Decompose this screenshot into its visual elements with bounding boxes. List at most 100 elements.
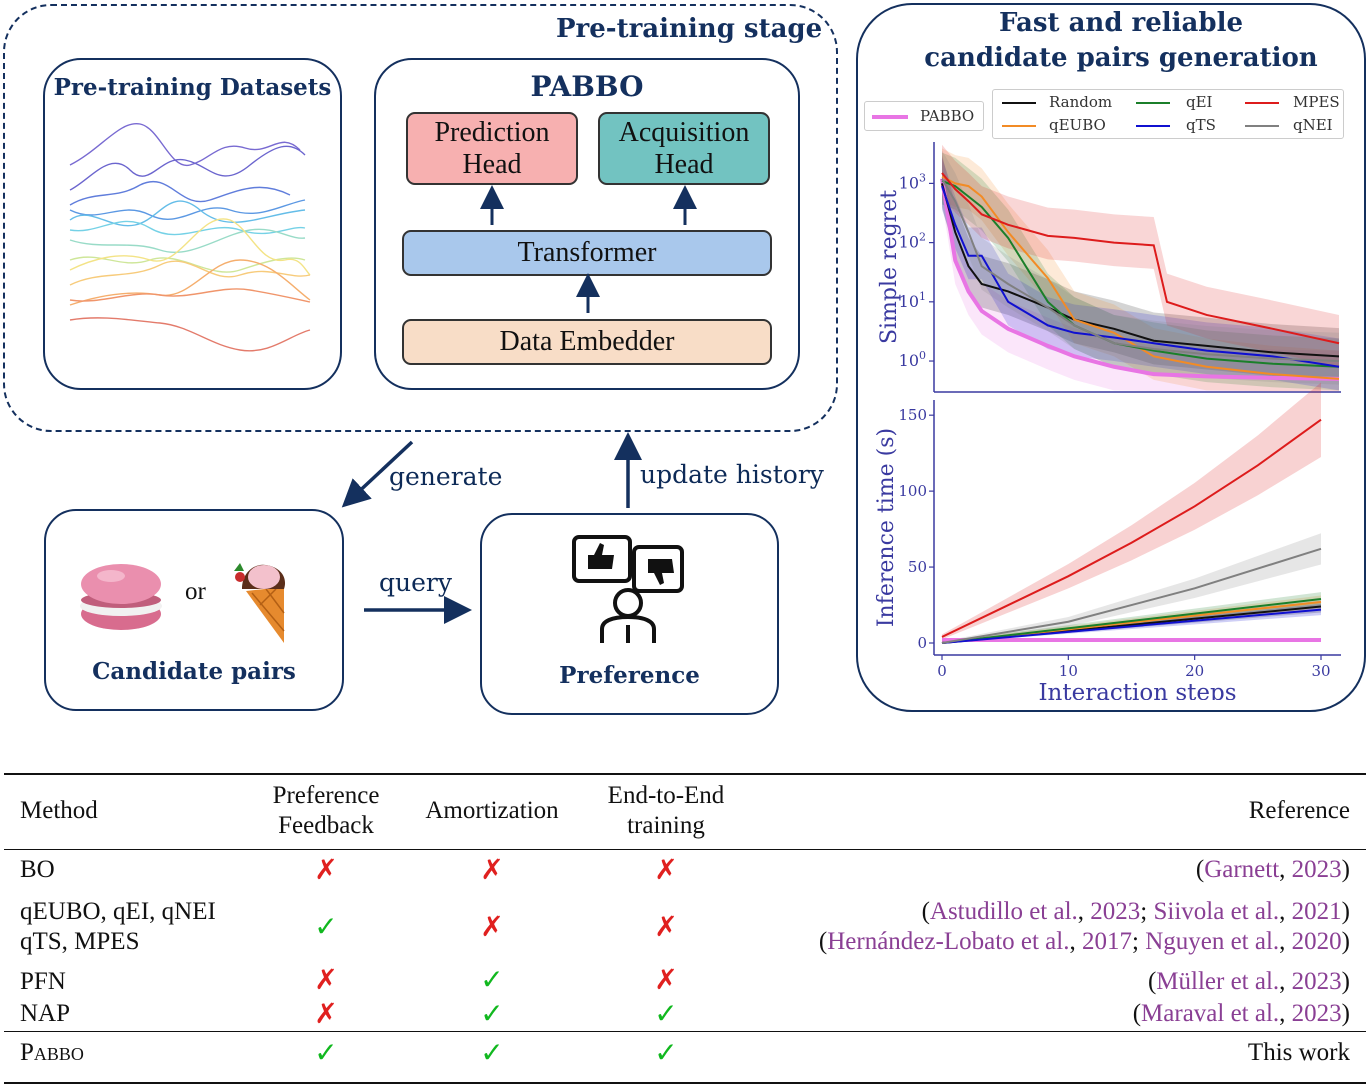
reference-text: , [1279,856,1292,884]
reference-text: ( [818,928,828,955]
comparison-table: Method Preference Feedback Amortization … [4,773,1366,1074]
citation-link[interactable]: 2017 [1081,928,1132,955]
regret-line-qeubo [941,175,1340,380]
header-preference: Preference Feedback [251,773,401,849]
dataset-curve [69,123,301,166]
dataset-curves [69,123,311,352]
regret-band-qeubo [942,148,1339,392]
citation-link[interactable]: 2023 [1291,1000,1342,1027]
legend-swatch-qeubo [1002,125,1036,127]
time-line-qts [941,608,1322,644]
dataset-curve [69,200,306,227]
pretraining-stage-panel [3,4,838,432]
prediction-head-box: Prediction Head [406,112,578,185]
citation-link[interactable]: Nguyen et al. [1145,928,1280,955]
regret-line-qei [941,180,1340,368]
reference-text: ; [1131,928,1146,955]
dataset-curve [69,218,311,276]
citation-link[interactable]: 2023 [1090,898,1141,925]
time-line-qei [941,597,1322,644]
time-band-mpes [942,382,1321,640]
legend-swatch-qnei [1245,125,1279,127]
method-name: Pabbo [20,1038,84,1066]
legend-label-qei: qEI [1186,93,1213,111]
macaron-icon [80,564,162,630]
reference-cell: (Müller et al., 2023) [749,963,1366,997]
time-line-mpes [941,418,1322,638]
pref-cell: ✗ [251,963,401,997]
method-name: BO [20,856,55,884]
method-cell: PFN [4,963,251,997]
citation-link[interactable]: Astudillo et al. [929,898,1078,925]
citation-link[interactable]: Garnett [1204,856,1280,884]
reference-cell: This work [749,1032,1366,1074]
header-method: Method [20,796,98,824]
cross-icon: ✗ [314,999,338,1030]
method-name: qTS, MPES [20,928,140,955]
pref-cell: ✗ [251,849,401,891]
method-name: NAP [20,1000,71,1027]
header-e2e-line1: End-to-End [607,781,725,809]
method-cell: Pabbo [4,1032,251,1074]
amort-cell: ✗ [401,891,583,963]
reference-cell: (Garnett, 2023) [749,849,1366,891]
time-x-label: Interaction steps [1038,680,1236,700]
dataset-curve [69,220,306,236]
legend-swatch-random [1002,102,1036,104]
reference-text: ) [1341,898,1350,925]
regret-band-qts [942,157,1339,391]
results-title-line1: Fast and reliable [998,8,1243,38]
reference-cell: (Astudillo et al., 2023; Siivola et al.,… [749,891,1366,963]
dataset-curve [69,199,306,220]
legend-label-qts: qTS [1186,116,1216,134]
reference-text: ( [1195,856,1205,884]
dataset-curve [69,228,306,254]
regret-y-tick-label: 103 [899,171,926,192]
regret-band-qei [942,152,1339,391]
check-icon: ✓ [654,1037,678,1069]
inference-time-chart: 0 50 100 150 0 10 20 30 Inference time (s) Intera… [874,382,1341,700]
acquisition-head-line2: Head [654,148,714,180]
check-icon: ✓ [314,1037,338,1069]
header-preference-line1: Preference [272,781,380,809]
regret-band-random [942,155,1339,380]
table-row: BO ✗ ✗ ✗ (Garnett, 2023) [4,849,1366,891]
pref-cell: ✗ [251,997,401,1032]
legend-label-random: Random [1049,93,1113,111]
citation-link[interactable]: Müller et al. [1156,968,1280,995]
citation-link[interactable]: 2020 [1291,928,1342,955]
citation-link[interactable]: 2021 [1291,898,1342,925]
method-cell: qEUBO, qEI, qNEI qTS, MPES [4,891,251,963]
e2e-cell: ✗ [583,891,749,963]
amort-cell: ✓ [401,997,583,1032]
regret-y-tick-label: 100 [899,349,926,370]
time-y-label: Inference time (s) [874,428,899,627]
datasets-title: Pre-training Datasets [53,74,332,101]
citation-link[interactable]: Siivola et al. [1153,898,1280,925]
pabbo-model-title: PABBO [530,70,644,103]
header-end-to-end: End-to-End training [583,773,749,849]
legend-box: Random qEUBO qEI qTS MPES qNEI [992,89,1344,139]
cross-icon: ✗ [654,912,678,943]
reference-line: (Astudillo et al., 2023; Siivola et al.,… [765,897,1350,927]
citation-link[interactable]: Maraval et al. [1141,1000,1280,1027]
reference-text: ) [1341,968,1350,995]
prediction-head-line1: Prediction [434,116,550,148]
reference-text: ( [921,898,930,925]
dataset-curve [69,288,311,303]
reference-text: , [1069,928,1082,955]
preference-panel [480,513,779,715]
thumbs-feedback-icon [572,535,684,643]
citation-link[interactable]: 2023 [1291,856,1342,884]
reference-text: , [1279,898,1292,925]
cross-icon: ✗ [314,965,338,996]
reference-text: , [1279,968,1292,995]
regret-band-mpes [942,144,1339,367]
reference-text: , [1279,928,1292,955]
generate-label: generate [389,462,503,491]
citation-link[interactable]: 2023 [1291,968,1342,995]
legend-label-mpes: MPES [1293,93,1340,111]
citation-link[interactable]: Hernández-Lobato et al. [827,928,1070,955]
dataset-curve [69,145,306,191]
